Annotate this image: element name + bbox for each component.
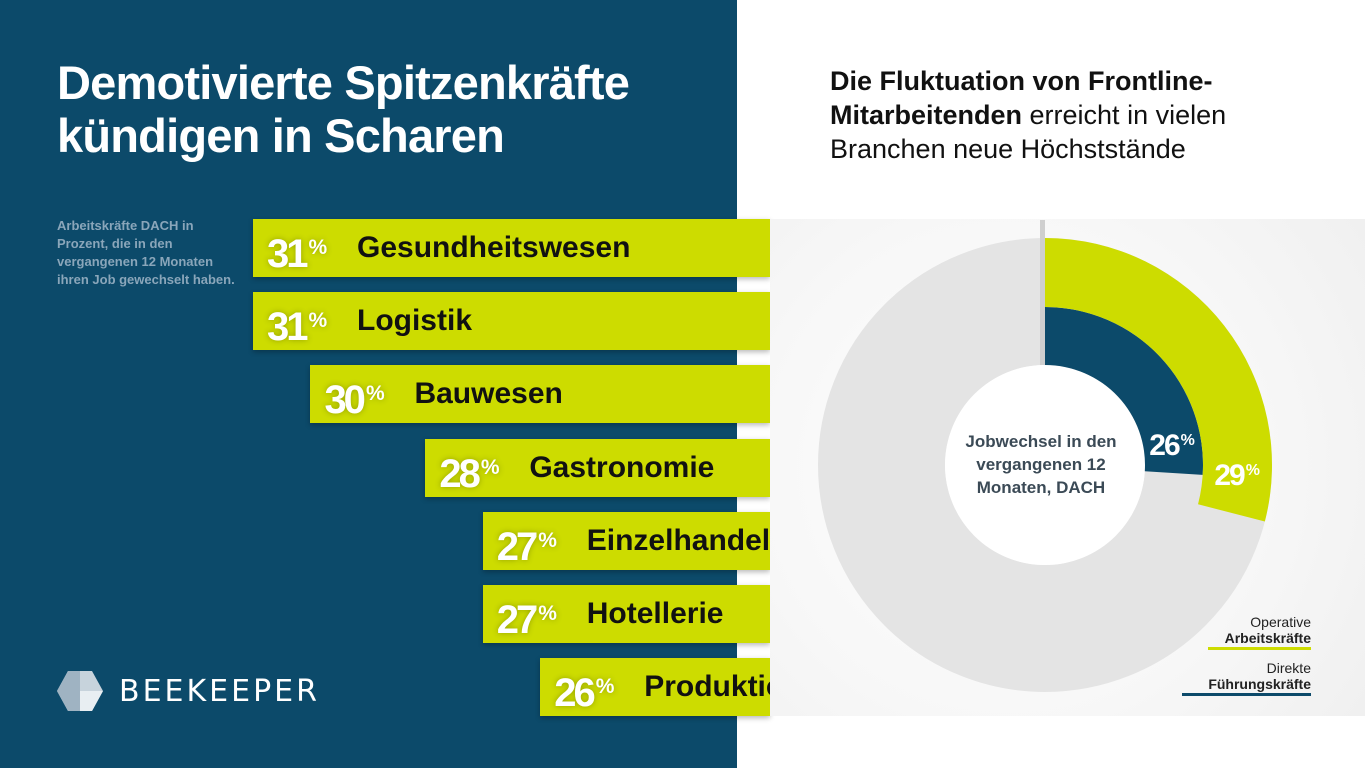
- bar-value-label: 27%: [497, 591, 557, 643]
- legend-line1: Direkte: [1266, 660, 1311, 676]
- legend-fuehrungskraefte: Direkte Führungskräfte: [1208, 660, 1311, 692]
- bar-bauwesen: 30% Bauwesen: [310, 365, 770, 424]
- donut-value-operative: 29%: [1214, 454, 1260, 493]
- donut-segment-operative: [1045, 238, 1272, 522]
- donut-center-label: Jobwechsel in den vergangenen 12 Monaten…: [965, 432, 1117, 497]
- bar-gastronomie: 28% Gastronomie: [425, 438, 770, 497]
- donut-segment-fuehrungskraefte: [1045, 307, 1203, 475]
- chart-title: Die Fluktuation von Frontline-Mitarbeite…: [830, 64, 1330, 166]
- bar-category-label: Gastronomie: [529, 450, 715, 484]
- legend-operative: Operative Arbeitskräfte: [1225, 614, 1311, 646]
- bar-produktion: 26% Produktion: [540, 658, 803, 717]
- beekeeper-logo: BEEKEEPER: [57, 671, 327, 711]
- bar-value-label: 30%: [324, 371, 384, 423]
- bar-gesundheitswesen: 31% Gesundheitswesen: [253, 219, 770, 277]
- hexagon-logo-icon: [57, 671, 103, 711]
- chart-note: Arbeitskräfte DACH in Prozent, die in de…: [57, 218, 235, 287]
- logo-text: BEEKEEPER: [119, 674, 320, 709]
- donut-start-marker: [1040, 220, 1045, 365]
- bar-value-label: 28%: [439, 445, 499, 497]
- legend-line2: Führungskräfte: [1208, 676, 1311, 692]
- donut-value-number: 29: [1214, 458, 1245, 492]
- donut-chart: [818, 220, 1272, 692]
- percent-symbol: %: [1180, 432, 1195, 450]
- chart-title-bold: Die Fluktuation von Frontline-Mitarbeite…: [830, 66, 1213, 130]
- bar-value-number: 27: [496, 524, 538, 569]
- bar-value-number: 31: [267, 305, 308, 350]
- percent-symbol: %: [538, 528, 557, 552]
- bar-value-number: 28: [439, 451, 480, 496]
- bar-value-number: 27: [496, 598, 538, 642]
- bar-einzelhandel: 27% Einzelhandel: [482, 511, 771, 570]
- bar-category-label: Einzelhandel: [586, 523, 771, 557]
- bar-value-label: 31%: [267, 225, 327, 277]
- bar-category-label: Gesundheitswesen: [357, 231, 631, 264]
- legend-swatch-line: [1208, 647, 1311, 650]
- bar-category-label: Hotellerie: [586, 597, 724, 630]
- bar-value-number: 30: [324, 378, 365, 423]
- bar-logistik: 31% Logistik: [253, 292, 770, 351]
- bar-value-label: 26%: [554, 664, 614, 716]
- legend-line1: Operative: [1250, 614, 1311, 630]
- percent-symbol: %: [1245, 461, 1260, 479]
- legend-line2: Arbeitskräfte: [1224, 630, 1311, 646]
- donut-hole: [945, 365, 1145, 565]
- legend-swatch-line: [1182, 693, 1311, 696]
- donut-value-fuehrungskraefte: 26%: [1149, 424, 1195, 463]
- page-title-line2: kündigen in Scharen: [57, 109, 505, 162]
- percent-symbol: %: [538, 602, 557, 625]
- donut-value-number: 26: [1149, 429, 1180, 463]
- page-title-line1: Demotivierte Spitzenkräfte: [57, 56, 630, 109]
- percent-symbol: %: [595, 675, 615, 699]
- bar-value-label: 27%: [497, 518, 557, 570]
- bar-value-label: 31%: [267, 298, 327, 350]
- percent-symbol: %: [308, 236, 328, 259]
- chart-title-rest: erreicht in vielen Branchen neue Höchsts…: [830, 100, 1227, 164]
- bar-value-number: 26: [554, 671, 595, 716]
- percent-symbol: %: [480, 455, 500, 479]
- bar-category-label: Bauwesen: [414, 377, 563, 411]
- percent-symbol: %: [365, 382, 385, 406]
- industry-bar-chart: 31% Gesundheitswesen 31% Logistik 30% Bauwese…: [253, 219, 803, 717]
- bar-category-label: Logistik: [357, 304, 473, 338]
- page-title: Demotivierte Spitzenkräfte kündigen in S…: [57, 56, 630, 162]
- bar-value-number: 31: [267, 232, 308, 276]
- percent-symbol: %: [308, 309, 328, 333]
- bar-hotellerie: 27% Hotellerie: [482, 585, 770, 643]
